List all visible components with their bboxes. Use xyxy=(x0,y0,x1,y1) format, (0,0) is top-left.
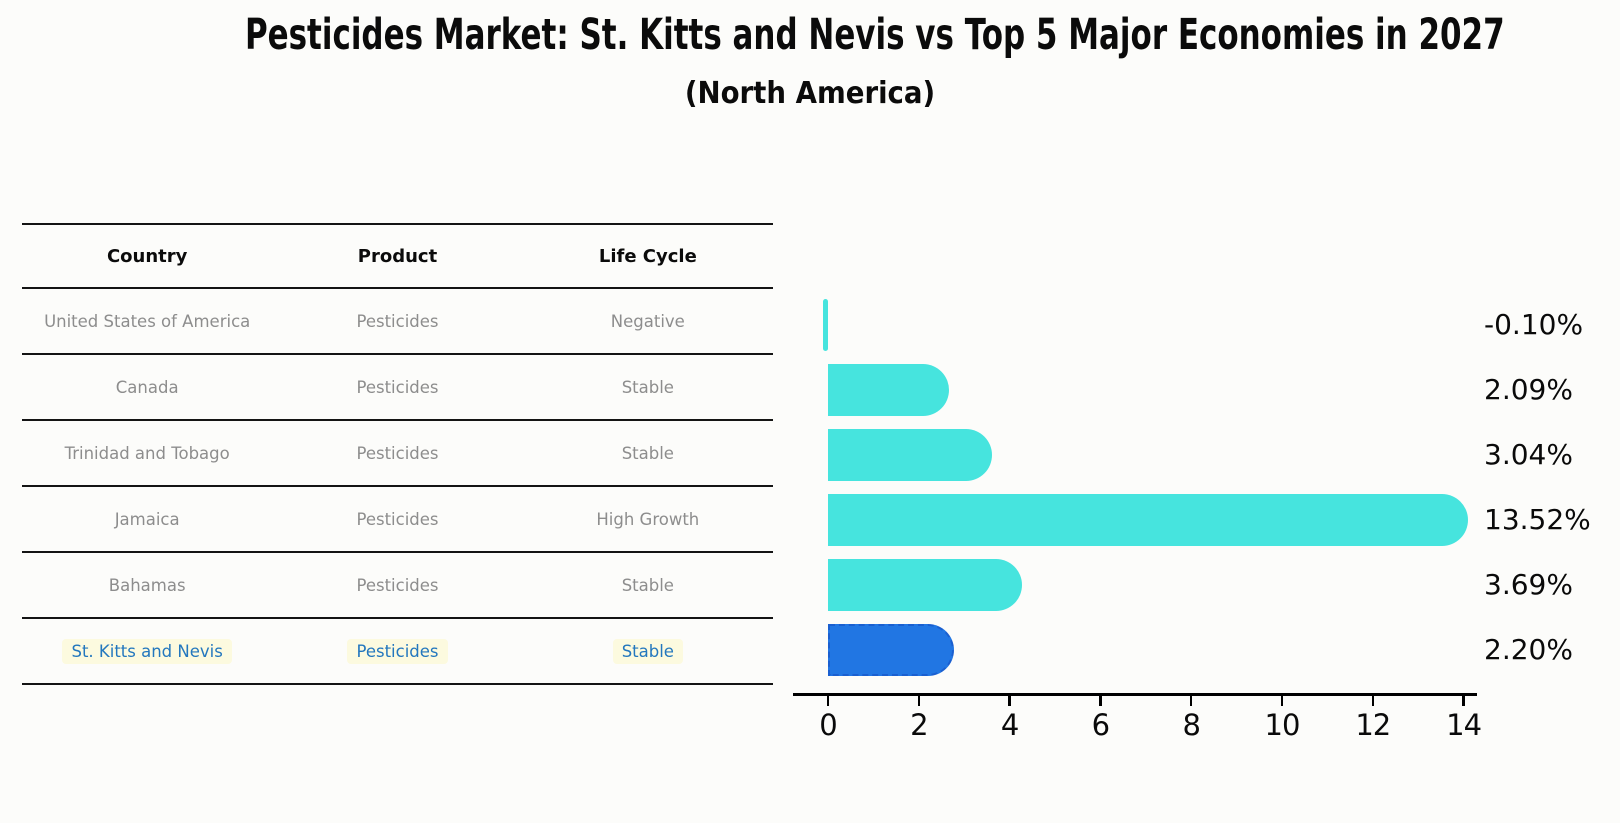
table-row-jamaica: Jamaica Pesticides High Growth xyxy=(22,487,773,553)
bar-canada xyxy=(828,364,949,416)
bar-value-label-jamaica: 13.52% xyxy=(1484,503,1591,536)
table-row-trinidad-and-tobago: Trinidad and Tobago Pesticides Stable xyxy=(22,421,773,487)
table-row-canada: Canada Pesticides Stable xyxy=(22,355,773,421)
table-header-life-cycle: Life Cycle xyxy=(598,245,697,267)
x-axis-tick-label-6: 6 xyxy=(1091,708,1110,742)
bar-value-label-canada: 2.09% xyxy=(1484,373,1573,406)
cell-country: United States of America xyxy=(44,311,251,331)
cell-life-cycle: High Growth xyxy=(596,509,700,529)
x-axis-tick-4 xyxy=(1008,694,1011,706)
bar-united-states-of-america xyxy=(823,299,828,351)
table-header-product: Product xyxy=(357,245,438,267)
x-axis-tick-label-2: 2 xyxy=(910,708,928,742)
cell-country: Trinidad and Tobago xyxy=(64,443,230,463)
cell-country: Jamaica xyxy=(114,509,180,529)
cell-product: Pesticides xyxy=(356,377,439,397)
bar-value-label-st-kitts-and-nevis: 2.20% xyxy=(1484,633,1573,666)
highlight-product-text: Pesticides xyxy=(347,638,448,664)
x-axis-tick-label-0: 0 xyxy=(819,708,837,742)
x-axis-tick-6 xyxy=(1099,694,1102,706)
table-row-st-kitts-and-nevis: St. Kitts and Nevis Pesticides Stable xyxy=(22,619,773,685)
cell-life-cycle: Stable xyxy=(621,443,674,463)
comparison-table: Country Product Life Cycle United States of… xyxy=(22,223,773,685)
x-axis-tick-14 xyxy=(1462,694,1465,706)
cell-product: Pesticides xyxy=(272,638,522,664)
page-title: Pesticides Market: St. Kitts and Nevis v… xyxy=(0,10,1620,60)
cell-country: Canada xyxy=(115,377,179,397)
table-header-country: Country xyxy=(106,245,188,267)
chart-subtitle-text: (North America) xyxy=(684,76,936,111)
bar-bahamas xyxy=(828,559,1022,611)
x-axis-tick-8 xyxy=(1189,694,1193,706)
cell-life-cycle: Negative xyxy=(610,311,685,331)
table-header-row: Country Product Life Cycle xyxy=(22,223,773,289)
cell-country: Bahamas xyxy=(108,575,186,595)
bar-st-kitts-and-nevis xyxy=(828,624,954,676)
highlight-country-text: St. Kitts and Nevis xyxy=(62,638,232,664)
x-axis-tick-label-14: 14 xyxy=(1446,708,1482,742)
bar-value-label-united-states-of-america: -0.10% xyxy=(1484,308,1584,341)
x-axis-tick-label-8: 8 xyxy=(1182,708,1200,742)
cell-product: Pesticides xyxy=(356,509,439,529)
x-axis-tick-label-4: 4 xyxy=(1000,708,1019,742)
bar-value-label-trinidad-and-tobago: 3.04% xyxy=(1484,438,1573,471)
table-row-united-states-of-america: United States of America Pesticides Negati… xyxy=(22,289,773,355)
cell-life-cycle: Stable xyxy=(621,575,674,595)
bar-value-label-bahamas: 3.69% xyxy=(1484,568,1573,601)
x-axis-tick-label-12: 12 xyxy=(1355,708,1391,742)
highlight-life-cycle-text: Stable xyxy=(612,638,683,664)
x-axis-tick-2 xyxy=(917,694,921,706)
table-row-bahamas: Bahamas Pesticides Stable xyxy=(22,553,773,619)
x-axis-tick-12 xyxy=(1371,694,1375,706)
cell-life-cycle: Stable xyxy=(523,638,773,664)
x-axis-line xyxy=(793,692,1477,696)
chart-title-text: Pesticides Market: St. Kitts and Nevis v… xyxy=(244,10,1505,60)
x-axis-tick-10 xyxy=(1280,694,1284,706)
x-axis-tick-0 xyxy=(826,694,830,706)
cell-product: Pesticides xyxy=(356,443,439,463)
page-subtitle: (North America) xyxy=(0,76,1620,112)
cell-life-cycle: Stable xyxy=(621,377,674,397)
bar-trinidad-and-tobago xyxy=(828,429,993,481)
cell-country: St. Kitts and Nevis xyxy=(22,638,272,664)
cell-product: Pesticides xyxy=(356,311,439,331)
x-axis-tick-label-10: 10 xyxy=(1264,708,1301,742)
cell-product: Pesticides xyxy=(356,575,439,595)
bar-jamaica xyxy=(828,494,1468,546)
